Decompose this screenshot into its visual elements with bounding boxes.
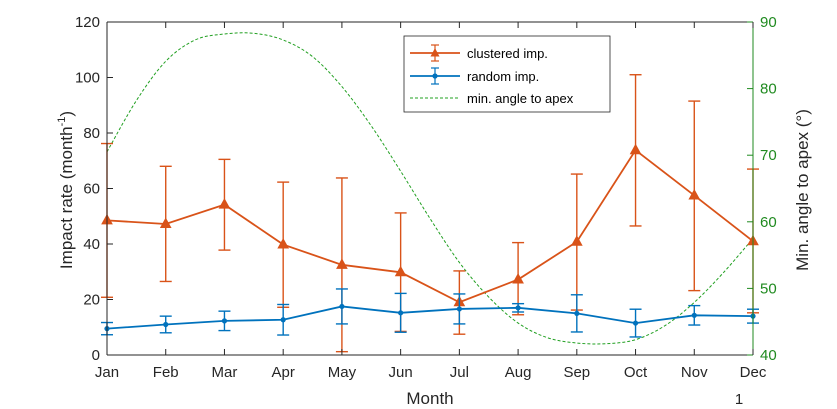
data-point — [277, 238, 290, 249]
data-point — [339, 303, 345, 310]
data-point — [456, 306, 462, 312]
data-point — [280, 317, 286, 323]
x-tick-label: Jun — [389, 364, 413, 381]
y-tick-label: 40 — [83, 236, 100, 253]
y-right-tick-label: 80 — [760, 81, 777, 98]
x-tick-label: Oct — [624, 364, 648, 381]
apex-curve-layer — [106, 32, 754, 345]
data-point — [570, 235, 583, 246]
legend-entry: min. angle to apex — [410, 91, 574, 106]
x-tick-label: Aug — [505, 364, 532, 381]
x-tick-label: May — [328, 364, 357, 381]
series-random — [101, 288, 759, 338]
data-point — [221, 318, 228, 324]
series-line — [106, 305, 754, 330]
x-tick-label: Jan — [95, 364, 119, 381]
y-tick-label: 80 — [83, 125, 100, 142]
y-tick-label: 20 — [83, 292, 100, 309]
x-tick-label: Jul — [450, 364, 469, 381]
axes-layer: 0 20 40 60 80 100 120 40 50 60 70 80 90 Jan Feb Mar Apr M… — [75, 14, 777, 381]
y-axis-title-main: Impact rate (month — [57, 126, 76, 269]
y-right-tick-label: 40 — [760, 347, 777, 364]
x-tick-label: Dec — [740, 364, 767, 381]
x-tick-label: Nov — [681, 364, 708, 381]
y-right-tick-label: 60 — [760, 214, 777, 231]
series-line — [106, 148, 754, 304]
y-right-tick-label: 70 — [760, 147, 777, 164]
data-point — [394, 265, 407, 277]
data-point — [398, 310, 404, 316]
y-axis-title: Impact rate (month-1) — [56, 111, 76, 269]
data-point — [574, 310, 580, 316]
data-point — [691, 312, 697, 318]
legend: clustered imp. random imp. min. angle to a… — [403, 35, 611, 113]
apex-angle-curve — [106, 32, 754, 345]
series-layer — [101, 74, 759, 353]
legend-swatch-marker — [432, 73, 438, 79]
y-tick-label: 0 — [92, 347, 100, 364]
legend-entry: random imp. — [410, 67, 539, 85]
y-tick-label: 120 — [75, 14, 100, 31]
y-axis-right-title: Min. angle to apex (°) — [793, 109, 812, 271]
legend-box — [403, 35, 611, 113]
legend-label: min. angle to apex — [467, 91, 574, 106]
axis-titles: Month Impact rate (month-1) Min. angle t… — [56, 109, 812, 408]
data-point — [163, 321, 169, 328]
data-point — [688, 188, 701, 200]
legend-swatch-marker — [430, 48, 440, 57]
data-point — [515, 305, 521, 311]
x-tick-label: Feb — [153, 364, 179, 381]
data-point — [512, 272, 524, 284]
x-axis-title: Month — [406, 389, 453, 408]
x-tick-label: Apr — [272, 364, 295, 381]
data-point — [632, 320, 639, 326]
legend-entry: clustered imp. — [410, 44, 548, 62]
y-right-tick-label: 50 — [760, 280, 777, 297]
legend-label: random imp. — [467, 69, 539, 84]
y-axis-title-close: ) — [57, 111, 76, 117]
y-tick-label: 100 — [75, 70, 100, 87]
data-point — [159, 217, 172, 229]
legend-label: clustered imp. — [467, 46, 548, 61]
y-right-tick-label: 90 — [760, 14, 777, 31]
page-number: 1 — [735, 391, 743, 408]
data-point — [629, 143, 642, 155]
x-tick-label: Mar — [212, 364, 238, 381]
y-axis-title-sup: -1 — [56, 117, 68, 127]
series-clustered — [101, 74, 759, 353]
x-tick-label: Sep — [563, 364, 590, 381]
data-point — [336, 258, 348, 269]
data-point — [218, 198, 231, 209]
y-tick-label: 60 — [83, 181, 100, 198]
